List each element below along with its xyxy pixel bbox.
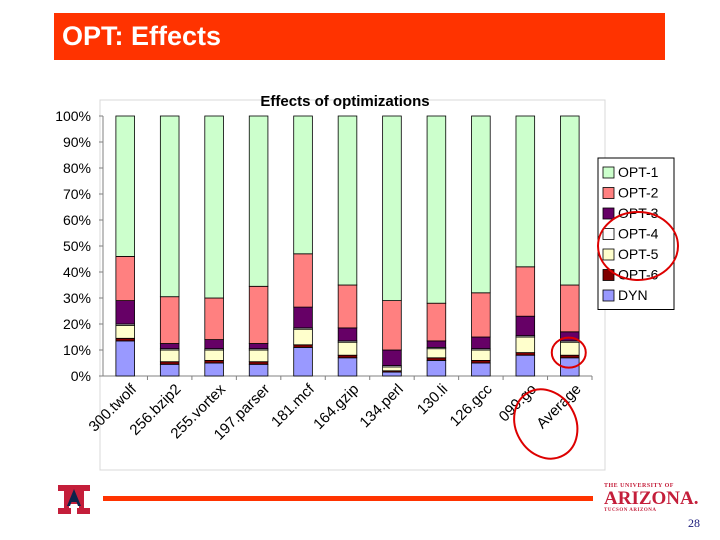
x-axis-labels: 300.twolf256.bzip2255.vortex197.parser18… — [86, 380, 585, 443]
bar-segment-opt-5-134-perl — [382, 366, 402, 372]
y-tick-label: 100% — [55, 108, 91, 124]
bar-segment-opt-2-197-parser — [248, 285, 269, 344]
x-tick-label: 164.gzip — [310, 381, 362, 433]
university-of-arizona-logo: THE UNIVERSITY OF ARIZONA. TUCSON ARIZON… — [604, 483, 699, 517]
bar-segment-dyn-255-vortex — [204, 362, 224, 377]
chart-title: Effects of optimizations — [260, 93, 429, 110]
bar-segment-opt-3-126-gcc — [471, 336, 491, 350]
university-a-logo: A — [58, 485, 90, 514]
bar-segment-dyn-197-parser — [248, 363, 269, 377]
legend-swatch-opt-1 — [602, 166, 615, 179]
bar-segment-opt-2-134-perl — [382, 300, 402, 351]
legend-swatch-opt-2 — [602, 187, 615, 199]
bar-segment-opt-5-099-go — [515, 336, 536, 354]
bar-segment-opt-2-256-bzip2 — [159, 296, 180, 344]
bar-segment-opt-1-164-gzip — [337, 115, 358, 286]
bar-segment-opt-3-197-parser — [248, 343, 269, 350]
bar-segment-opt-3-256-bzip2 — [159, 343, 180, 350]
bar-segment-opt-2-181-mcf — [293, 253, 313, 308]
annotation-legend-circle — [597, 211, 679, 281]
annotation-average-bar-circle — [550, 336, 587, 369]
bar-segment-dyn-126-gcc — [471, 362, 491, 377]
bar-segment-opt-2-255-vortex — [204, 297, 224, 340]
bar-segment-opt-3-181-mcf — [293, 306, 313, 329]
bar-segment-opt-1-099-go — [515, 115, 536, 268]
bar-segment-opt-5-130-li — [426, 348, 447, 359]
bar-segment-opt-5-300-twolf — [115, 324, 135, 339]
y-tick-label: 20% — [63, 316, 91, 332]
bar-segment-opt-1-255-vortex — [204, 115, 224, 299]
y-tick-label: 90% — [63, 134, 91, 150]
legend-label-opt-1: OPT-1 — [618, 164, 659, 180]
bar-segment-opt-1-Average — [560, 115, 580, 286]
bar-segment-opt-5-181-mcf — [293, 328, 313, 346]
slide-title: OPT: Effects — [62, 21, 222, 51]
x-tick-label: 130.li — [414, 381, 451, 418]
legend-swatch-opt-4 — [602, 228, 615, 240]
legend-label-opt-5: OPT-5 — [618, 246, 659, 262]
bar-segment-dyn-130-li — [426, 359, 447, 377]
bar-segment-opt-3-134-perl — [382, 349, 402, 367]
bar-segment-opt-3-099-go — [515, 315, 536, 337]
bar-segment-opt-2-130-li — [426, 302, 447, 342]
bar-segment-dyn-300-twolf — [115, 340, 135, 377]
bar-segment-opt-1-134-perl — [382, 115, 402, 302]
bar-segment-opt-2-300-twolf — [115, 255, 135, 301]
y-tick-label: 70% — [63, 186, 91, 202]
bar-segment-opt-1-130-li — [426, 115, 447, 304]
y-tick-label: 40% — [63, 264, 91, 280]
bar-segment-dyn-099-go — [515, 354, 536, 377]
y-tick-label: 60% — [63, 212, 91, 228]
legend-swatch-opt-3 — [602, 207, 615, 220]
bar-segment-opt-1-300-twolf — [115, 115, 135, 257]
bar-segment-opt-2-164-gzip — [337, 284, 358, 329]
legend-label-opt-2: OPT-2 — [618, 185, 659, 201]
y-tick-label: 0% — [71, 368, 91, 384]
bar-segment-opt-5-197-parser — [248, 349, 269, 363]
y-axis: 0% 10% 20% 30% 40% 50% 60% 70% 80% 90% 100% — [55, 108, 592, 384]
x-tick-label: 134.perl — [356, 381, 406, 431]
bar-segment-dyn-134-perl — [382, 371, 402, 377]
bar-segment-opt-3-300-twolf — [115, 300, 135, 325]
bar-segment-opt-1-126-gcc — [471, 115, 491, 294]
logo-main-text: ARIZONA. — [604, 488, 699, 509]
bar-segment-opt-1-256-bzip2 — [159, 115, 180, 298]
y-tick-label: 10% — [63, 342, 91, 358]
bar-segment-dyn-256-bzip2 — [159, 363, 180, 377]
y-tick-label: 50% — [63, 238, 91, 254]
logo-sub-text: TUCSON ARIZONA — [604, 508, 657, 513]
bar-segment-opt-3-255-vortex — [204, 339, 224, 350]
bar-segment-opt-1-181-mcf — [293, 115, 313, 255]
bar-segment-opt-3-130-li — [426, 340, 447, 348]
footer-divider — [103, 496, 593, 501]
y-tick-label: 80% — [63, 160, 91, 176]
bar-segment-opt-5-164-gzip — [337, 341, 358, 356]
bar-segment-opt-3-164-gzip — [337, 327, 358, 342]
logo-top-text: THE UNIVERSITY OF — [604, 483, 674, 489]
bar-segment-dyn-181-mcf — [293, 346, 313, 377]
legend-label-opt-4: OPT-4 — [618, 226, 659, 242]
bar-segment-opt-1-197-parser — [248, 115, 269, 287]
legend-label-dyn: DYN — [618, 287, 648, 303]
bars — [115, 115, 593, 380]
legend-swatch-dyn — [602, 289, 615, 302]
title-bar: OPT: Effects — [54, 13, 665, 60]
page-number: 28 — [688, 516, 700, 530]
bar-segment-opt-5-255-vortex — [204, 349, 224, 361]
x-tick-label: 126.gcc — [447, 380, 497, 430]
bar-segment-opt-2-099-go — [515, 266, 536, 317]
bar-segment-opt-2-Average — [560, 284, 580, 333]
bar-segment-opt-5-Average — [560, 341, 580, 356]
legend-swatch-opt-5 — [602, 248, 615, 261]
bar-segment-dyn-164-gzip — [337, 357, 358, 377]
bar-segment-opt-5-126-gcc — [471, 349, 491, 361]
annotation-average-label-circle — [513, 388, 579, 460]
annotations — [513, 211, 679, 460]
y-tick-label: 30% — [63, 290, 91, 306]
bar-segment-opt-5-256-bzip2 — [159, 349, 180, 363]
bar-segment-opt-2-126-gcc — [471, 292, 491, 338]
